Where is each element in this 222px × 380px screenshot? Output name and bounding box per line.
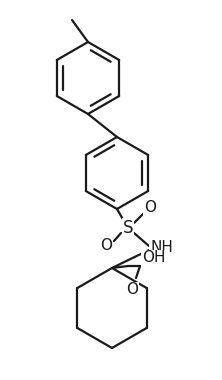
Text: O: O: [144, 201, 156, 215]
Text: O: O: [100, 239, 112, 253]
Text: NH: NH: [150, 241, 173, 255]
Text: S: S: [123, 219, 133, 237]
Text: OH: OH: [142, 250, 165, 266]
Text: O: O: [126, 282, 138, 298]
